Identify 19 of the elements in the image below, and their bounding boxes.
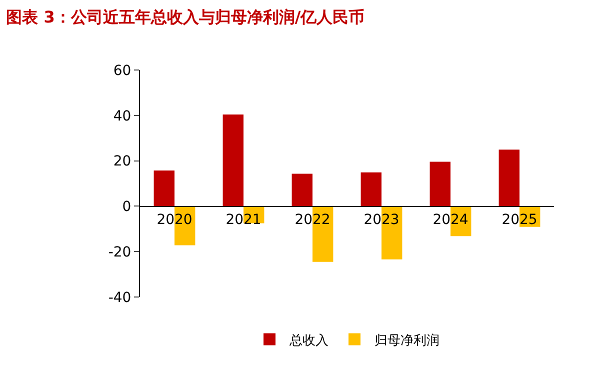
legend-label: 归母净利润 [374, 333, 440, 348]
x-tick-label: 2023 [364, 212, 400, 228]
y-tick-label: 40 [113, 108, 132, 124]
chart-title: 图表 3：公司近五年总收入与归母净利润/亿人民币 [6, 8, 365, 27]
y-tick-label: 60 [113, 62, 132, 79]
y-tick-label: 0 [122, 199, 132, 216]
legend-label: 总收入 [288, 333, 328, 348]
y-tick-label: -20 [108, 244, 132, 260]
bar [292, 174, 312, 206]
bar [430, 162, 450, 206]
y-tick-label: 20 [113, 154, 132, 170]
x-tick-label: 2024 [432, 212, 468, 228]
x-tick-label: 2021 [226, 212, 262, 228]
y-tick-label: -40 [108, 290, 132, 306]
bar [498, 150, 520, 206]
bar [154, 170, 174, 206]
bar [222, 114, 244, 206]
bar [360, 172, 382, 206]
x-tick-label: 2020 [156, 212, 192, 228]
